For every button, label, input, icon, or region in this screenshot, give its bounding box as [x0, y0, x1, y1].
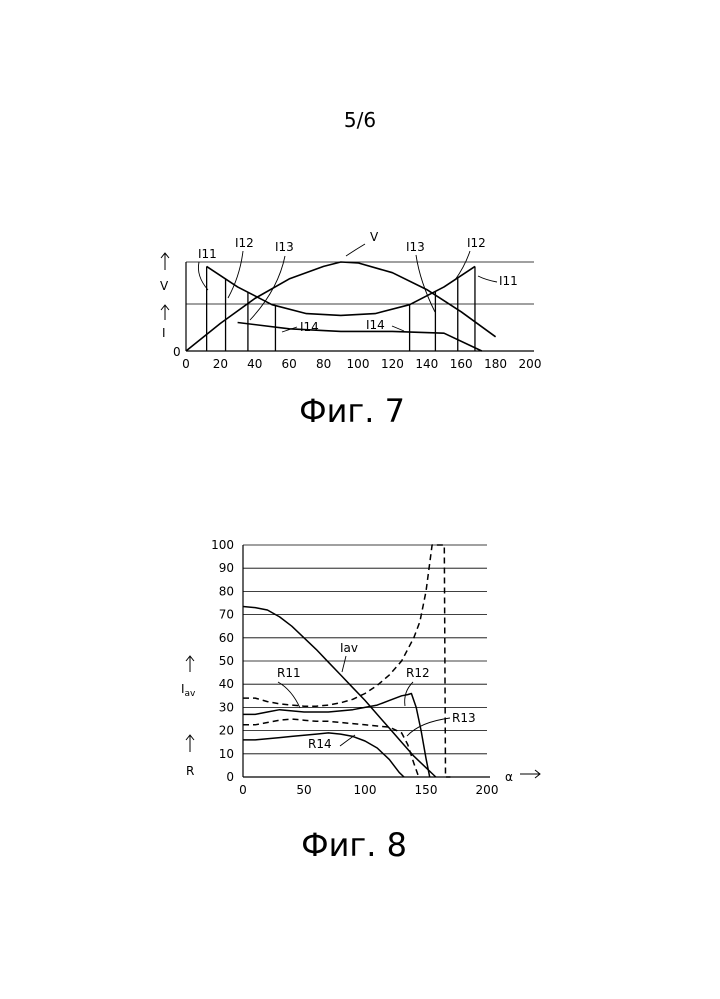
fig7-leader-i13-right	[416, 255, 435, 312]
fig7-label-i14-left: I14	[300, 320, 319, 334]
fig7-leader-i12-right	[455, 251, 470, 280]
fig8-y-tick-label: 20	[219, 724, 234, 738]
fig7-origin-label: 0	[173, 345, 181, 359]
fig8-leader-iav	[342, 656, 346, 672]
fig7-x-tick-label: 180	[484, 357, 507, 371]
fig8-x-label: α	[505, 770, 513, 784]
fig7-label-i14-right: I14	[366, 318, 385, 332]
fig8-x-tick-label: 100	[354, 783, 377, 797]
fig8-x-arrow-icon	[520, 770, 540, 778]
fig7-label-i11-left: I11	[198, 247, 217, 261]
fig7-leader-i12-left	[228, 251, 243, 298]
fig7-x-tick-label: 0	[182, 357, 190, 371]
fig8-x-tick-label: 150	[415, 783, 438, 797]
fig8-label-r11: R11	[277, 666, 301, 680]
fig7-x-tick-label: 200	[519, 357, 542, 371]
figure-7-chart: 020406080100120140160180200 V I 0 V I11 …	[160, 230, 541, 371]
fig7-leader-i14-right	[392, 326, 404, 331]
figure-8-caption: Фиг. 8	[0, 826, 714, 864]
fig8-y-label-iav: Iav	[181, 682, 196, 699]
fig7-series-voltage	[186, 262, 496, 351]
figure-7-caption: Фиг. 7	[0, 392, 712, 430]
fig8-leader-r14	[340, 735, 355, 746]
fig7-v-arrow-icon	[161, 253, 169, 270]
fig8-y-tick-label: 10	[219, 747, 234, 761]
fig8-y-tick-label: 90	[219, 561, 234, 575]
fig7-x-tick-label: 60	[282, 357, 297, 371]
fig7-series-current_envelope	[207, 266, 475, 315]
fig8-leader-r13	[407, 718, 450, 736]
fig7-i-arrow-icon	[161, 305, 169, 320]
fig8-label-r14: R14	[308, 737, 332, 751]
fig8-y-label-iav-sub: av	[185, 689, 197, 699]
fig7-label-i13-right: I13	[406, 240, 425, 254]
fig7-y-label-v: V	[160, 279, 169, 293]
fig7-label-i13-left: I13	[275, 240, 294, 254]
fig8-y-label-r: R	[186, 764, 194, 778]
fig7-x-tick-label: 20	[213, 357, 228, 371]
fig7-label-i12-left: I12	[235, 236, 254, 250]
fig7-leader-i11-right	[478, 276, 497, 282]
fig8-iav-arrow-icon	[186, 656, 194, 672]
fig7-series-current_falling	[238, 323, 482, 352]
fig8-x-tick-label: 200	[476, 783, 499, 797]
fig7-leader-v	[346, 244, 365, 256]
fig7-label-i12-right: I12	[467, 236, 486, 250]
fig8-x-tick-label: 0	[239, 783, 247, 797]
fig8-label-iav: Iav	[340, 641, 358, 655]
fig7-label-v: V	[370, 230, 379, 244]
fig8-y-tick-label: 100	[211, 538, 234, 552]
fig8-y-tick-label: 50	[219, 654, 234, 668]
fig7-x-tick-label: 160	[450, 357, 473, 371]
fig8-y-tick-label: 70	[219, 608, 234, 622]
fig7-y-label-i: I	[162, 326, 166, 340]
fig8-y-tick-label: 40	[219, 677, 234, 691]
fig8-label-r12: R12	[406, 666, 430, 680]
fig7-x-tick-label: 100	[347, 357, 370, 371]
fig8-y-tick-label: 60	[219, 631, 234, 645]
fig8-x-tick-label: 50	[296, 783, 311, 797]
fig7-x-tick-label: 140	[415, 357, 438, 371]
fig7-x-tick-label: 80	[316, 357, 331, 371]
fig7-x-tick-label: 120	[381, 357, 404, 371]
fig7-x-tick-label: 40	[247, 357, 262, 371]
fig7-leader-i13-left	[250, 256, 285, 320]
fig7-label-i11-right: I11	[499, 274, 518, 288]
fig8-r-arrow-icon	[186, 735, 194, 752]
fig8-label-r13: R13	[452, 711, 476, 725]
figure-8-chart: 0 10 20 30 40 50 60 70 80 90 100 0 50 100 150 200 α Ia…	[181, 538, 540, 797]
fig8-series-r12	[243, 694, 430, 778]
fig8-leader-r11	[278, 682, 300, 708]
fig8-y-tick-label: 0	[226, 770, 234, 784]
fig8-y-tick-label: 80	[219, 584, 234, 598]
fig8-y-tick-label: 30	[219, 700, 234, 714]
